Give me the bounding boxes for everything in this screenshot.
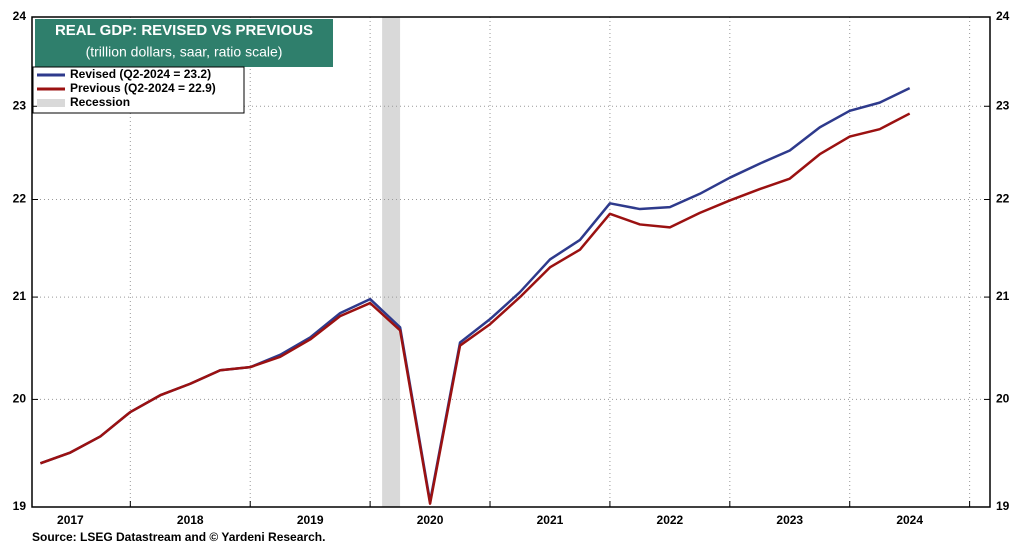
y2-tick-label: 24 — [996, 9, 1010, 23]
legend-label: Revised (Q2-2024 = 23.2) — [70, 67, 211, 81]
y-tick-label: 21 — [13, 289, 27, 303]
x-tick-label: 2022 — [657, 513, 684, 527]
chart-title: REAL GDP: REVISED VS PREVIOUS — [55, 22, 313, 39]
x-tick-label: 2018 — [177, 513, 204, 527]
y2-tick-label: 21 — [996, 289, 1010, 303]
x-tick-label: 2017 — [57, 513, 84, 527]
x-tick-label: 2023 — [776, 513, 803, 527]
x-tick-label: 2020 — [417, 513, 444, 527]
y2-tick-label: 23 — [996, 98, 1010, 112]
recession-band — [382, 17, 401, 507]
legend-swatch — [37, 99, 65, 107]
plot-area — [32, 17, 990, 507]
plot-frame — [31, 16, 991, 508]
y2-tick-label: 20 — [996, 392, 1010, 406]
y2-tick-label: 22 — [996, 192, 1010, 206]
source-note: Source: LSEG Datastream and © Yardeni Re… — [32, 530, 325, 542]
series-line — [39, 112, 911, 505]
series-line — [39, 86, 911, 503]
x-tick-label: 2024 — [896, 513, 923, 527]
y-tick-label: 20 — [13, 392, 27, 406]
legend-label: Previous (Q2-2024 = 22.9) — [70, 81, 216, 95]
y-tick-label: 19 — [13, 499, 27, 513]
y-tick-label: 24 — [13, 9, 27, 23]
y-tick-label: 23 — [13, 98, 27, 112]
x-tick-label: 2019 — [297, 513, 324, 527]
chart-subtitle: (trillion dollars, saar, ratio scale) — [86, 44, 283, 60]
y2-tick-label: 19 — [996, 499, 1010, 513]
legend-box — [32, 66, 245, 114]
x-tick-label: 2021 — [537, 513, 564, 527]
y-tick-label: 22 — [13, 192, 27, 206]
legend-label: Recession — [70, 95, 130, 109]
title-box — [35, 19, 333, 67]
